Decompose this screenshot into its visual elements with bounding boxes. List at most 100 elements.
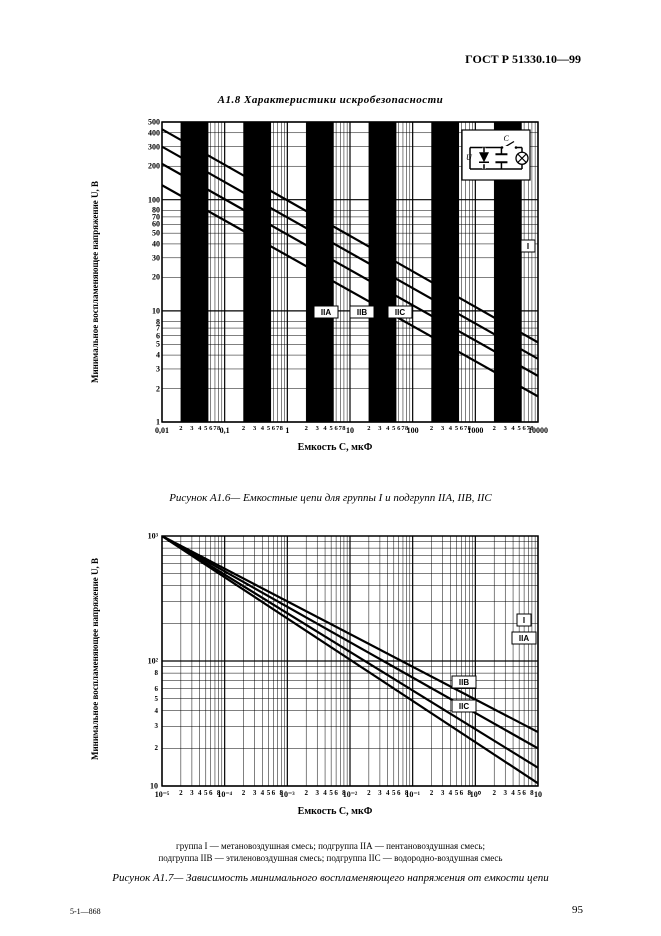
x-minor-label: 2 [242, 789, 246, 797]
series-label: IIА [321, 308, 331, 317]
chart1-caption: Рисунок А1.6— Емкостные цепи для группы … [0, 492, 661, 504]
x-minor-label: 8 [217, 789, 221, 797]
x-minor-label: 2 [367, 425, 370, 432]
series-label: IIС [395, 308, 405, 317]
svg-text:C: C [503, 134, 509, 143]
x-minor-label: 4 [261, 789, 265, 797]
x-minor-label: 4 [511, 789, 515, 797]
chart-1: Минимальное воспламеняющее напряжение U,… [120, 112, 550, 442]
x-minor-label: 5 [329, 789, 333, 797]
x-minor-label: 4 [386, 789, 390, 797]
x-minor-label: 5 [518, 425, 521, 432]
x-tick-label: 1 [285, 426, 289, 435]
x-minor-label: 4 [449, 425, 452, 432]
x-minor-label: 8 [405, 425, 408, 432]
page-number: 95 [572, 904, 583, 916]
x-minor-label: 4 [323, 789, 327, 797]
x-minor-label: 3 [441, 789, 445, 797]
x-minor-label: 3 [253, 789, 257, 797]
y-minor-label: 2 [148, 744, 158, 752]
x-minor-label: 3 [316, 425, 319, 432]
x-minor-label: 2 [179, 425, 182, 432]
x-minor-label: 3 [315, 789, 319, 797]
y-tick-label: 50 [146, 229, 160, 238]
y-minor-label: 4 [148, 707, 158, 715]
x-minor-label: 2 [430, 789, 434, 797]
x-minor-label: 2 [242, 425, 245, 432]
x-minor-label: 6 [334, 425, 337, 432]
x-minor-label: 3 [378, 789, 382, 797]
x-minor-label: 8 [405, 789, 409, 797]
y-tick-label: 300 [141, 142, 160, 151]
x-tick-label: 10⁻⁵ [155, 790, 170, 799]
x-minor-label: 6 [460, 789, 464, 797]
x-minor-label: 6 [209, 789, 213, 797]
chart1-ylabel: Минимальное воспламеняющее напряжение U,… [90, 142, 100, 422]
x-minor-label: 6 [209, 425, 212, 432]
x-minor-label: 3 [378, 425, 381, 432]
x-minor-label: 2 [367, 789, 371, 797]
y-tick-label: 10 [136, 782, 158, 791]
x-minor-label: 8 [217, 425, 220, 432]
y-tick-label: 400 [141, 128, 160, 137]
y-tick-label: 5 [151, 340, 160, 349]
x-minor-label: 8 [468, 789, 472, 797]
x-minor-label: 6 [397, 425, 400, 432]
chart-2: Минимальное воспламеняющее напряжение U,… [120, 528, 550, 808]
y-tick-label: 40 [146, 239, 160, 248]
x-tick-label: 10 [534, 790, 542, 799]
x-minor-label: 8 [530, 425, 533, 432]
legend-text: группа I — метановоздушная смесь; подгру… [0, 840, 661, 864]
chart2-plot: IIIАIIВIIС10⁻⁵10⁻⁴10⁻³10⁻²10⁻¹10⁰1023456… [120, 528, 550, 808]
x-minor-label: 8 [342, 425, 345, 432]
x-minor-label: 2 [305, 425, 308, 432]
y-tick-label: 20 [146, 273, 160, 282]
y-tick-label: 4 [151, 351, 160, 360]
x-minor-label: 5 [517, 789, 521, 797]
x-minor-label: 5 [455, 425, 458, 432]
x-tick-label: 100 [407, 426, 419, 435]
doc-code: ГОСТ Р 51330.10—99 [465, 52, 581, 67]
y-tick-label: 200 [141, 162, 160, 171]
x-tick-label: 10 [346, 426, 354, 435]
y-minor-label: 5 [148, 695, 158, 703]
x-minor-label: 5 [267, 425, 270, 432]
y-tick-label: 2 [151, 384, 160, 393]
series-label: IIВ [459, 678, 469, 687]
x-minor-label: 8 [280, 789, 284, 797]
series-label: I [523, 616, 525, 625]
x-tick-label: 0,1 [220, 426, 230, 435]
legend-line-1: группа I — метановоздушная смесь; подгру… [176, 841, 485, 851]
x-minor-label: 6 [272, 789, 276, 797]
x-minor-label: 2 [492, 789, 496, 797]
x-minor-label: 3 [504, 425, 507, 432]
y-tick-label: 1 [151, 418, 160, 427]
y-tick-label: 8 [151, 317, 160, 326]
y-minor-label: 8 [148, 669, 158, 677]
x-minor-label: 8 [468, 425, 471, 432]
x-minor-label: 3 [190, 789, 194, 797]
x-minor-label: 6 [460, 425, 463, 432]
x-minor-label: 5 [392, 425, 395, 432]
x-minor-label: 4 [386, 425, 389, 432]
legend-line-2: подгруппа IIВ — этиленовоздушная смесь; … [158, 853, 502, 863]
page: ГОСТ Р 51330.10—99 А1.8 Характеристики и… [0, 0, 661, 936]
section-title: А1.8 Характеристики искробезопасности [0, 94, 661, 106]
x-minor-label: 4 [198, 789, 202, 797]
x-minor-label: 6 [334, 789, 338, 797]
x-minor-label: 4 [511, 425, 514, 432]
x-minor-label: 5 [455, 789, 459, 797]
chart1-plot: IIIАIIВIIСUC0,010,1110100100010000234567… [120, 112, 550, 442]
y-minor-label: 3 [148, 722, 158, 730]
x-minor-label: 2 [430, 425, 433, 432]
x-minor-label: 3 [190, 425, 193, 432]
y-minor-label: 6 [148, 685, 158, 693]
chart2-xlabel: Емкость С, мкФ [120, 806, 550, 817]
x-minor-label: 5 [267, 789, 271, 797]
y-tick-label: 500 [141, 118, 160, 127]
y-tick-label: 80 [146, 206, 160, 215]
x-minor-label: 8 [530, 789, 534, 797]
y-tick-label: 30 [146, 253, 160, 262]
x-minor-label: 8 [280, 425, 283, 432]
x-minor-label: 4 [323, 425, 326, 432]
